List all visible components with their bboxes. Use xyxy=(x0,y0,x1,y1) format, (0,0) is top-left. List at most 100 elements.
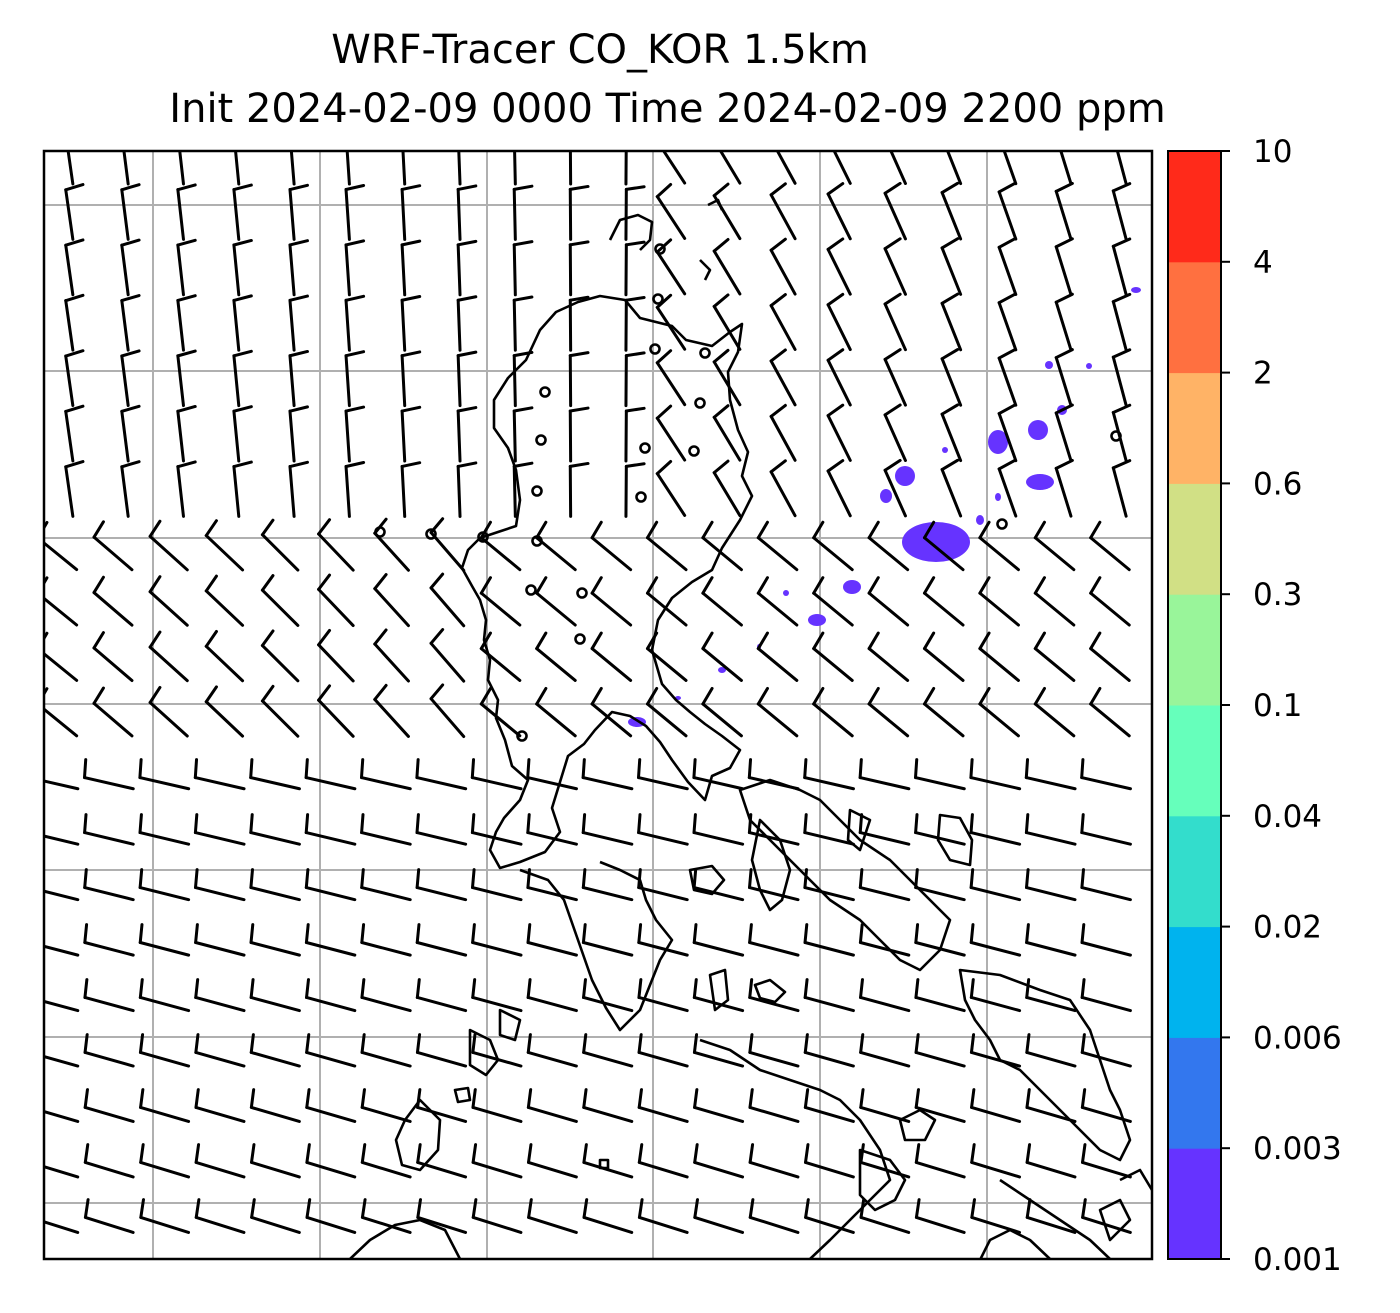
wind-barb xyxy=(624,462,646,518)
island-marker xyxy=(635,491,647,503)
wind-barb xyxy=(249,1088,301,1123)
wind-barb xyxy=(748,978,800,1013)
coastline-segment xyxy=(608,213,654,251)
wind-barb xyxy=(922,686,965,738)
wind-barb xyxy=(1080,868,1132,902)
wind-barb xyxy=(526,1033,578,1068)
wind-barb xyxy=(260,518,300,572)
wind-barb xyxy=(83,1088,135,1123)
colorbar-segment xyxy=(1168,594,1221,706)
wind-barb xyxy=(582,1198,634,1234)
wind-barb xyxy=(344,350,366,408)
wind-barb xyxy=(260,574,300,627)
wind-barb xyxy=(416,1143,468,1179)
wind-barb xyxy=(360,758,412,791)
wind-barb xyxy=(535,686,577,738)
wind-barb xyxy=(415,1033,468,1068)
wind-barb xyxy=(456,350,478,408)
wind-barb xyxy=(914,758,966,791)
wind-barb xyxy=(83,813,135,846)
wind-barbs xyxy=(44,151,1132,1234)
wind-barb xyxy=(637,868,689,902)
wind-barb xyxy=(64,238,85,297)
wind-barb xyxy=(997,348,1018,407)
wind-barb xyxy=(360,1088,412,1123)
wind-barb xyxy=(812,686,854,738)
colorbar-tick-label: 10 xyxy=(1253,134,1292,170)
wind-barb xyxy=(288,460,309,518)
tracer-plume xyxy=(718,667,726,673)
wind-barb xyxy=(204,519,245,572)
wind-barb xyxy=(940,403,963,463)
wind-barb xyxy=(712,238,742,296)
wind-barb xyxy=(415,868,468,902)
wind-barb xyxy=(456,239,478,297)
colorbar-tick-label: 0.04 xyxy=(1253,799,1322,835)
wind-barb xyxy=(590,631,633,682)
wind-barb xyxy=(883,403,907,462)
wind-barb xyxy=(512,184,534,241)
wind-barb xyxy=(138,923,191,957)
wind-barb xyxy=(590,576,633,627)
wind-barb xyxy=(645,576,688,627)
wind-barb xyxy=(1002,151,1018,186)
wind-barb xyxy=(232,349,253,408)
coastline-segment xyxy=(1098,1198,1132,1242)
wind-barb xyxy=(457,151,462,186)
wind-barb xyxy=(194,1033,246,1068)
wind-barb xyxy=(914,923,966,957)
wind-barb xyxy=(120,183,141,241)
wind-barb xyxy=(769,237,797,296)
wind-barb xyxy=(44,999,80,1013)
wind-barb xyxy=(940,292,963,352)
wind-barb xyxy=(1111,403,1132,463)
wind-barb xyxy=(249,1033,301,1068)
wind-barb xyxy=(260,684,300,738)
wind-barb xyxy=(360,923,412,957)
wind-barb xyxy=(940,181,963,241)
wind-barb xyxy=(590,686,633,738)
wind-barb xyxy=(582,1033,634,1068)
wind-barb xyxy=(718,151,742,185)
wind-barb xyxy=(624,351,646,408)
wind-barb xyxy=(826,403,852,462)
wind-barb xyxy=(360,1198,412,1234)
wind-barb xyxy=(249,758,301,791)
wind-barb xyxy=(803,813,855,846)
wind-barb xyxy=(637,978,689,1013)
wind-barb xyxy=(176,294,197,352)
wind-barb xyxy=(1033,686,1076,738)
wind-barb xyxy=(756,576,799,627)
wind-barb xyxy=(568,240,590,297)
colorbar-segment xyxy=(1168,1037,1221,1149)
wind-barb xyxy=(360,978,412,1013)
wind-barb xyxy=(693,1088,745,1123)
colorbar-segment xyxy=(1168,151,1221,263)
wind-barb xyxy=(416,1088,468,1123)
wind-barb xyxy=(748,868,800,902)
colorbar-segment xyxy=(1168,815,1221,928)
wind-barb xyxy=(479,520,522,572)
wind-barb xyxy=(429,683,466,739)
colorbar-segment xyxy=(1168,372,1221,484)
wind-barb xyxy=(317,684,355,738)
wind-barb xyxy=(44,834,80,846)
tracer-plume xyxy=(1028,420,1048,440)
island-marker xyxy=(531,485,543,497)
tracer-plume xyxy=(1086,363,1092,369)
wind-barb xyxy=(867,686,910,738)
wind-barb xyxy=(304,923,357,957)
wind-barb xyxy=(44,1110,80,1123)
wind-barb xyxy=(747,758,800,791)
wind-barb xyxy=(914,1088,966,1123)
wind-barb xyxy=(535,520,577,572)
coastline-segment xyxy=(898,1108,937,1142)
wind-barb xyxy=(64,404,85,463)
wind-barb xyxy=(1115,151,1128,186)
wind-barb xyxy=(249,868,301,902)
wind-barb xyxy=(756,686,799,738)
wind-barb xyxy=(194,978,246,1013)
wind-barb xyxy=(883,348,907,407)
tracer-plume xyxy=(1131,287,1141,293)
